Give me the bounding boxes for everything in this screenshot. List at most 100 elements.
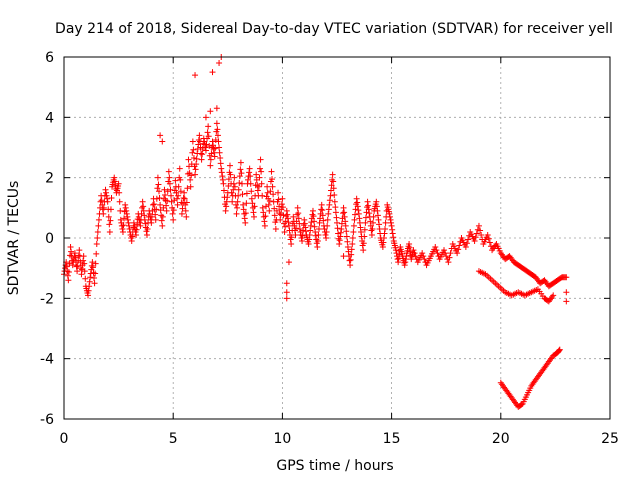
data-point	[387, 216, 394, 223]
data-point	[93, 250, 100, 257]
data-point	[175, 183, 182, 190]
data-point	[373, 198, 380, 205]
data-point	[245, 176, 252, 183]
x-tick-label: 0	[60, 431, 69, 447]
data-point	[63, 263, 70, 270]
data-point	[240, 201, 247, 208]
data-point	[239, 191, 246, 198]
data-point	[288, 234, 295, 241]
data-point	[159, 213, 166, 220]
data-point	[231, 174, 238, 181]
data-point	[155, 181, 162, 188]
data-point	[323, 228, 330, 235]
data-point	[256, 174, 263, 181]
data-point	[344, 244, 351, 251]
data-point	[380, 239, 387, 246]
data-point	[518, 401, 525, 408]
data-point	[182, 207, 189, 214]
data-point	[234, 198, 241, 205]
data-point	[369, 225, 376, 232]
data-point	[264, 183, 271, 190]
data-point	[190, 146, 197, 153]
data-point	[139, 198, 146, 205]
data-point	[76, 247, 83, 254]
data-point	[332, 204, 339, 211]
data-point	[257, 165, 264, 172]
data-point	[345, 248, 352, 255]
data-point	[270, 191, 277, 198]
data-point	[159, 222, 166, 229]
data-point	[556, 347, 563, 354]
data-point	[165, 168, 172, 175]
data-point	[463, 240, 470, 247]
data-point	[213, 105, 220, 112]
data-point	[388, 219, 395, 226]
data-point	[209, 69, 216, 76]
data-point	[116, 189, 123, 196]
data-point	[208, 150, 215, 157]
data-point	[136, 219, 143, 226]
data-point	[341, 209, 348, 216]
data-point	[108, 195, 115, 202]
data-point	[184, 185, 191, 192]
data-point	[181, 195, 188, 202]
data-point	[475, 222, 482, 229]
data-point	[350, 228, 357, 235]
data-point	[382, 225, 389, 232]
data-point	[325, 206, 332, 213]
data-point	[318, 206, 325, 213]
data-point	[390, 234, 397, 241]
data-point	[432, 244, 439, 251]
data-point	[556, 346, 563, 353]
data-point	[235, 186, 242, 193]
data-point	[241, 215, 248, 222]
data-point	[283, 295, 290, 302]
data-point	[563, 298, 570, 305]
data-point	[192, 166, 199, 173]
data-point	[283, 289, 290, 296]
data-point	[102, 186, 109, 193]
data-point	[283, 207, 290, 214]
data-point	[477, 227, 484, 234]
data-point	[288, 241, 295, 248]
data-point	[92, 270, 99, 277]
data-point	[292, 231, 299, 238]
data-point	[207, 162, 214, 169]
data-point	[347, 256, 354, 263]
data-point	[65, 268, 72, 275]
data-point	[229, 198, 236, 205]
data-point	[216, 60, 223, 67]
data-point	[94, 228, 101, 235]
data-point	[258, 180, 265, 187]
data-point	[216, 144, 223, 151]
data-point	[307, 227, 314, 234]
data-point	[218, 165, 225, 172]
data-point	[419, 250, 426, 257]
data-point	[214, 126, 221, 133]
axis-ticks: 0 5 10 15 20 25 -6 -4 -2 0 2 4 6	[40, 50, 619, 447]
data-point	[156, 195, 163, 202]
data-point	[340, 210, 347, 217]
data-point	[152, 211, 159, 218]
data-point	[346, 257, 353, 264]
data-point	[100, 210, 107, 217]
data-point	[455, 246, 462, 253]
data-point	[192, 72, 199, 79]
data-point	[275, 189, 282, 196]
data-point	[331, 198, 338, 205]
data-point	[368, 231, 375, 238]
data-point	[237, 166, 244, 173]
data-point	[67, 244, 74, 251]
data-point	[228, 189, 235, 196]
y-tick-label: 4	[45, 110, 54, 126]
data-point	[146, 210, 153, 217]
data-point	[382, 219, 389, 226]
data-point	[207, 156, 214, 163]
data-point	[259, 204, 266, 211]
data-point	[420, 253, 427, 260]
data-point	[290, 213, 297, 220]
data-point	[295, 215, 302, 222]
data-point	[126, 225, 133, 232]
chart-title: Day 214 of 2018, Sidereal Day-to-day VTE…	[55, 21, 613, 37]
